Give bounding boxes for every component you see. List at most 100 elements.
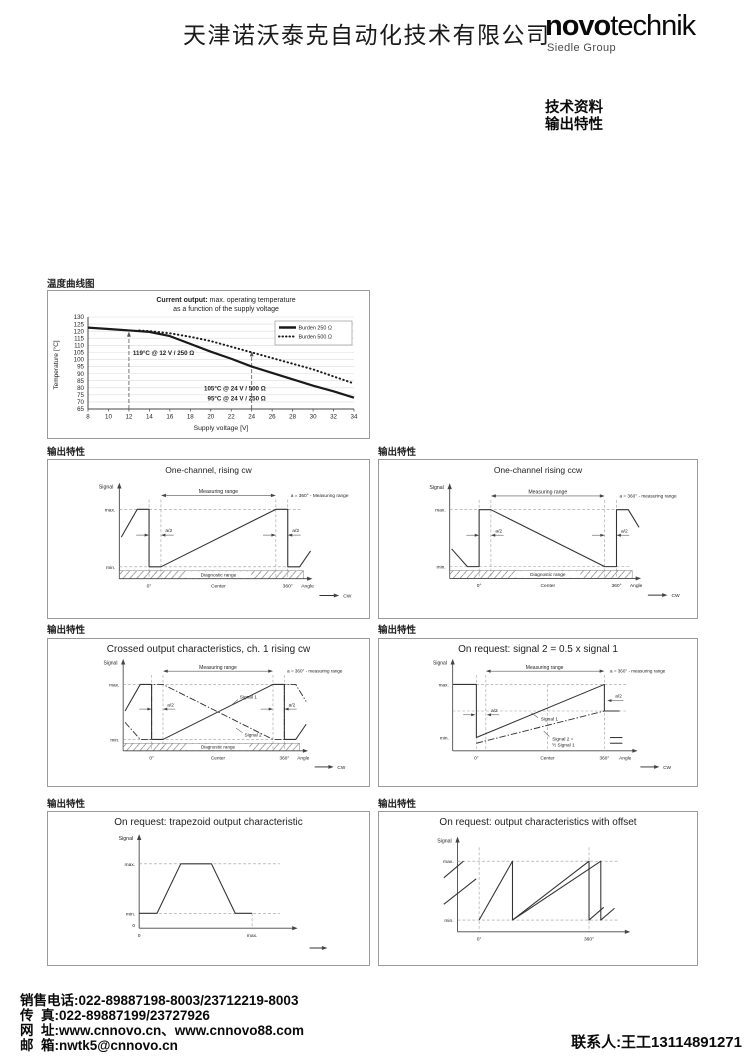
tick-center: Center — [211, 584, 226, 590]
signal1-curve — [452, 683, 620, 739]
output-section-label-6: 输出特性 — [378, 799, 417, 810]
tick-0deg: 0° — [477, 583, 482, 589]
output-section-label-4: 输出特性 — [378, 625, 417, 636]
min-label: min. — [106, 565, 115, 571]
chart-annotation: 95°C @ 24 V / 250 Ω — [208, 396, 266, 403]
legend-entry-1: Burden 250 Ω — [299, 326, 332, 332]
signal2-label: Signal 2 — [245, 733, 262, 739]
a2-label: a/2 — [621, 528, 628, 534]
tick-center: Center — [540, 755, 555, 761]
min-label: min. — [126, 911, 135, 917]
cw-label: CW — [671, 593, 680, 599]
y-axis-label: Signal — [119, 836, 134, 842]
diagram-one-channel-cw: Signal max. min. Measuring range a = 360… — [99, 482, 352, 600]
svg-text:28: 28 — [289, 414, 296, 421]
a2-label: a/2 — [292, 528, 299, 534]
offset-curve-a — [478, 860, 605, 921]
tick-max: max. — [247, 934, 258, 939]
panel-title: One-channel, rising cw — [165, 465, 252, 475]
svg-text:10: 10 — [105, 414, 112, 421]
x-axis-label: Angle — [301, 584, 314, 590]
panel-half-signal: On request: signal 2 = 0.5 x signal 1 Si… — [378, 638, 698, 787]
diagram-one-channel-ccw: Signal max. min. Measuring range a = 360… — [429, 483, 680, 599]
svg-text:95: 95 — [77, 364, 84, 371]
tick-0: 0 — [138, 933, 141, 939]
svg-text:110: 110 — [74, 343, 84, 350]
svg-text:32: 32 — [330, 414, 337, 421]
panel-title: On request: signal 2 = 0.5 x signal 1 — [458, 644, 618, 655]
svg-text:80: 80 — [77, 385, 84, 392]
svg-text:85: 85 — [77, 378, 84, 385]
chart-title-line2: as a function of the supply voltage — [173, 306, 279, 313]
signal2-label-line2: ½ Signal 1 — [552, 742, 575, 749]
tick-0deg: 0° — [149, 755, 154, 761]
signal-curve — [139, 863, 253, 914]
svg-text:16: 16 — [166, 414, 173, 421]
footer-website: 网 址:www.cnnovo.cn、www.cnnovo88.com — [20, 1023, 305, 1038]
chart-annotation: 119°C @ 12 V / 250 Ω — [133, 350, 194, 357]
output-section-label-2: 输出特性 — [378, 447, 417, 458]
footer-email: 邮 箱:nwtk5@cnnovo.cn — [20, 1038, 178, 1053]
svg-text:90: 90 — [77, 371, 84, 378]
chart-title: Current output: max. operating temperatu… — [156, 297, 295, 304]
logo-bold-part: novo — [545, 10, 611, 42]
svg-text:22: 22 — [228, 414, 235, 421]
cw-label: CW — [343, 594, 352, 600]
tick-0deg: 0° — [477, 937, 482, 943]
measuring-range-label: Measuring range — [199, 665, 237, 671]
chart-legend — [274, 320, 353, 346]
x-axis-label: Angle — [630, 583, 643, 589]
max-label: max. — [443, 860, 454, 865]
temp-section-label: 温度曲线图 — [47, 279, 95, 290]
series-Burden 250 Ω — [87, 326, 355, 399]
diagnostic-range-label: Diagnostic range — [201, 573, 237, 579]
logo-subtitle: Siedle Group — [547, 42, 617, 54]
a-equation-label: a = 360° - measuring range — [610, 669, 666, 674]
tick-0deg: 0° — [474, 755, 479, 761]
footer-fax: 传 真:022-89887199/23727926 — [20, 1008, 210, 1023]
panel-title: One-channel rising ccw — [493, 465, 583, 475]
signal1-curve — [124, 683, 307, 740]
svg-text:130: 130 — [74, 314, 85, 321]
panel-offset: On request: output characteristics with … — [378, 811, 698, 966]
signal2-curve — [476, 710, 605, 744]
offset-curve-b — [512, 860, 615, 921]
max-label: max. — [105, 508, 116, 513]
svg-text:125: 125 — [74, 321, 85, 328]
a2-label: a/2 — [615, 694, 622, 700]
a-equation-label: a = 360° - Measuring range — [291, 493, 349, 499]
temperature-chart-panel: 65 70 75 80 85 90 95 100 105 110 115 120 125 130 8 10 12… — [47, 290, 370, 439]
signal2-label-line1: Signal 2 = — [552, 736, 573, 742]
doc-title: 技术资料 输出特性 — [545, 100, 603, 134]
offset-curve-b-tail — [443, 878, 477, 905]
series-Burden 500 Ω — [138, 329, 355, 385]
diagram-trapezoid: Signal max. min. 0 0 max. — [119, 834, 328, 950]
y-axis-label: Signal — [437, 839, 451, 845]
svg-text:20: 20 — [207, 414, 214, 421]
panel-trapezoid: On request: trapezoid output characteris… — [47, 811, 370, 966]
cw-label: CW — [337, 765, 345, 771]
output-section-label-3: 输出特性 — [47, 625, 86, 636]
panel-one-channel-cw: One-channel, rising cw Signal max. min. … — [47, 459, 370, 619]
chart-xlabel: Supply voltage [V] — [194, 425, 249, 432]
svg-text:75: 75 — [77, 392, 84, 399]
panel-title: On request: output characteristics with … — [439, 817, 637, 828]
a-equation-label: a = 360° - measuring range — [287, 669, 343, 674]
svg-text:8: 8 — [86, 414, 90, 421]
svg-text:12: 12 — [125, 414, 132, 421]
measuring-range-label: Measuring range — [199, 489, 238, 495]
tick-center: Center — [540, 583, 555, 589]
novotechnik-logo: novotechnik — [545, 10, 696, 43]
tick-360deg: 360° — [611, 583, 621, 589]
max-label: max. — [109, 683, 119, 688]
tick-360deg: 360° — [599, 755, 609, 761]
logo-light-part: technik — [610, 10, 696, 42]
a2-label: a/2 — [495, 528, 502, 534]
svg-text:26: 26 — [269, 414, 276, 421]
svg-text:24: 24 — [248, 414, 255, 421]
a2-label: a/2 — [165, 528, 172, 534]
min-label: min. — [110, 737, 119, 743]
tick-center: Center — [211, 755, 226, 761]
min-label: min. — [440, 735, 449, 741]
